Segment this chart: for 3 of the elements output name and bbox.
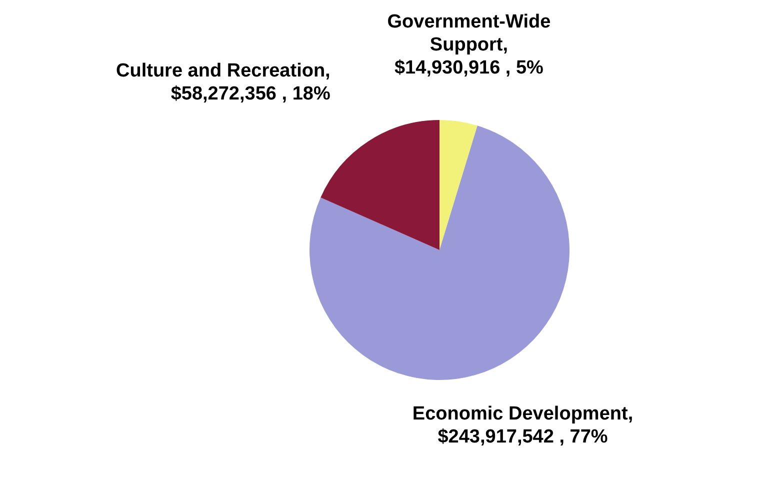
slice-label: Economic Development, $243,917,542 , 77% [412, 403, 634, 448]
slice-label: Culture and Recreation, $58,272,356 , 18% [116, 60, 330, 104]
slice-label: Government-Wide Support, $14,930,916 , 5% [387, 12, 551, 79]
